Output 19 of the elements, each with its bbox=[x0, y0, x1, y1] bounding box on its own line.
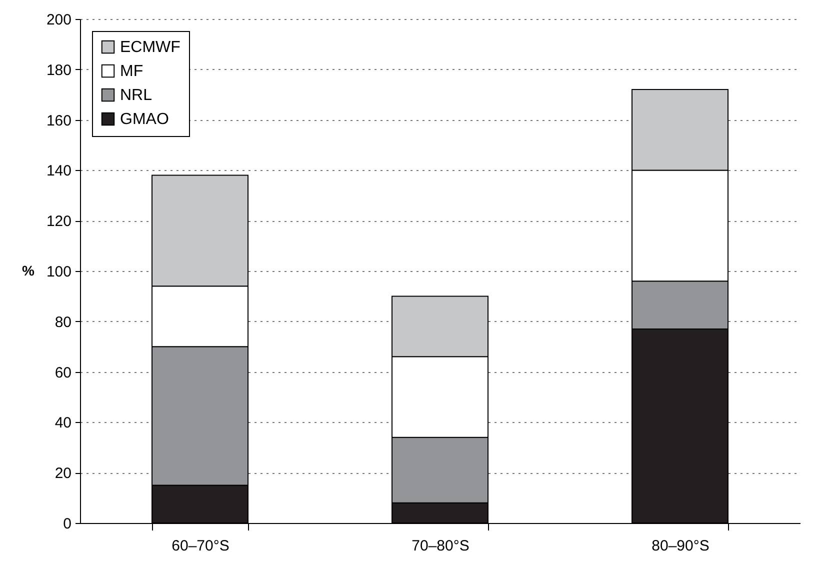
x-tick-label: 80–90°S bbox=[652, 538, 710, 554]
y-tick-label: 140 bbox=[46, 162, 72, 180]
y-tick-label: 80 bbox=[54, 314, 72, 331]
y-tick-label: 40 bbox=[54, 414, 72, 432]
y-tick-label: 120 bbox=[46, 213, 72, 230]
legend-label: ECMWF bbox=[120, 39, 181, 56]
legend-label: GMAO bbox=[120, 111, 169, 128]
y-tick-label: 180 bbox=[46, 62, 72, 79]
y-tick-label: 160 bbox=[46, 112, 72, 130]
y-tick-label: 0 bbox=[63, 516, 72, 532]
y-tick-label: 60 bbox=[54, 364, 72, 382]
y-tick-label: 200 bbox=[46, 12, 72, 28]
legend-label: MF bbox=[120, 63, 144, 80]
x-tick-label: 60–70°S bbox=[172, 538, 230, 554]
y-tick-label: 20 bbox=[54, 465, 72, 482]
y-axis-title: % bbox=[22, 262, 36, 278]
x-tick-label: 70–80°S bbox=[412, 538, 470, 554]
legend-label: NRL bbox=[120, 87, 152, 104]
y-tick-label: 100 bbox=[46, 264, 72, 280]
